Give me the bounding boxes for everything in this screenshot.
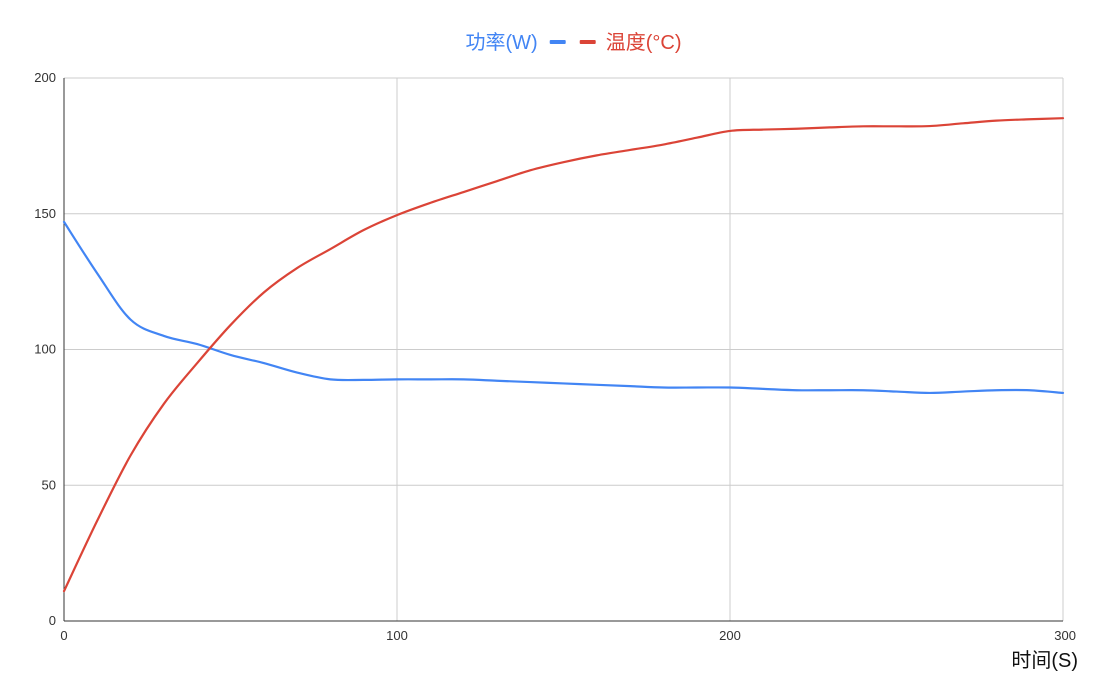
y-tick-label: 100 xyxy=(34,342,56,357)
power-series-line xyxy=(62,220,1065,395)
x-tick-label: 100 xyxy=(386,628,408,643)
y-tick-label: 50 xyxy=(42,477,56,492)
y-tick-label: 150 xyxy=(34,206,56,221)
legend-swatch-temperature xyxy=(579,40,596,44)
y-tick-label: 200 xyxy=(34,70,56,85)
x-axis-title: 时间(S) xyxy=(1011,649,1078,672)
legend-label-temperature: 温度(°C) xyxy=(606,31,682,54)
x-tick-label: 0 xyxy=(60,628,67,643)
series-lines xyxy=(62,117,1065,593)
x-tick-label: 200 xyxy=(719,628,741,643)
grid-lines xyxy=(64,77,1064,621)
tick-labels: 0 50 100 150 200 0 100 200 300 xyxy=(34,70,1076,643)
temperature-series-line xyxy=(62,117,1065,593)
x-tick-label: 300 xyxy=(1054,628,1076,643)
axes xyxy=(63,78,1063,622)
legend-swatch-power xyxy=(549,40,566,44)
legend-label-power: 功率(W) xyxy=(466,31,538,54)
legend: 功率(W) 温度(°C) xyxy=(466,31,682,54)
y-tick-label: 0 xyxy=(49,613,56,628)
